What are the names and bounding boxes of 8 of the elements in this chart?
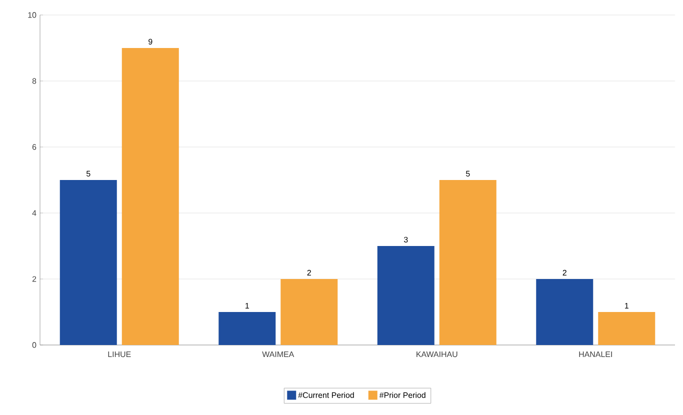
bar — [218, 312, 276, 345]
bar — [536, 279, 594, 345]
bar — [598, 312, 656, 345]
bar — [439, 180, 496, 345]
bar — [60, 180, 117, 345]
bar — [122, 48, 179, 345]
bar — [377, 246, 434, 345]
bar — [280, 279, 338, 345]
